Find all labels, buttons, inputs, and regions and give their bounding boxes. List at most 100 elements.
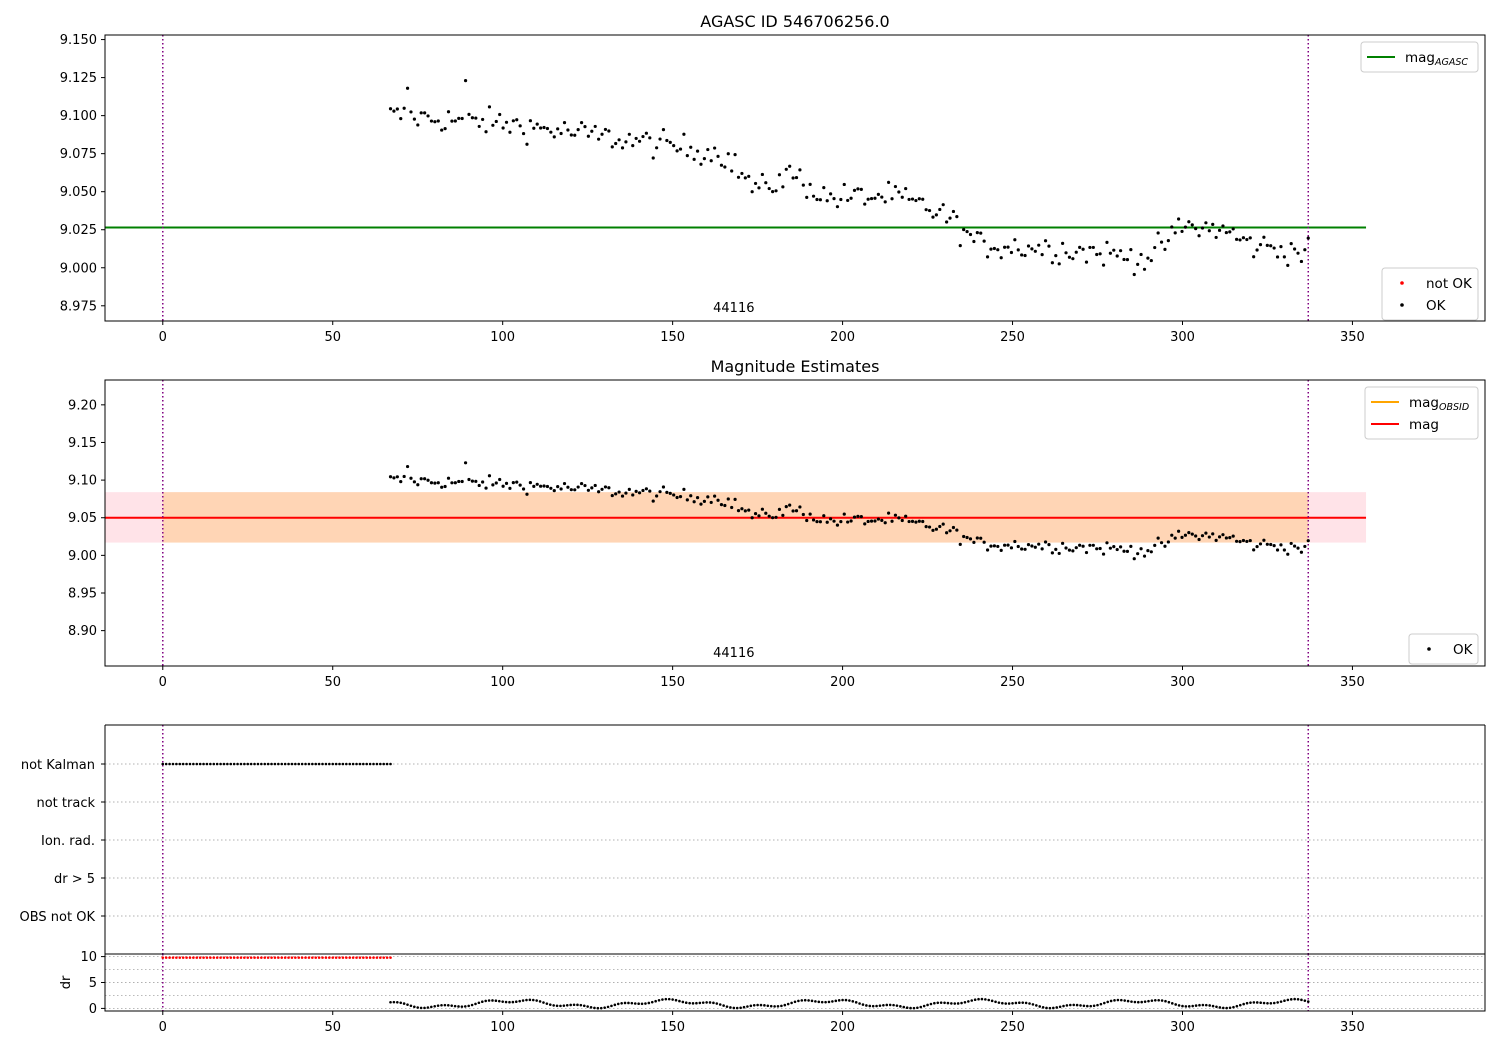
not-kalman-point	[362, 762, 365, 766]
dr-ok-point	[837, 999, 841, 1002]
dr-ok-point	[1089, 1004, 1093, 1008]
ok-point	[951, 209, 956, 214]
dr-not-ok-point	[375, 956, 379, 959]
ok-point	[1293, 247, 1297, 251]
dr-ok-point	[453, 1004, 457, 1008]
not-kalman-point	[202, 762, 205, 766]
ok-point	[1293, 544, 1297, 548]
ok-point	[859, 514, 863, 519]
dr-not-ok-point	[226, 956, 229, 959]
ok-point	[661, 485, 666, 489]
dr-ok-point	[1045, 1006, 1048, 1010]
ok-point	[1248, 538, 1252, 543]
magnitude-estimates-panel: Magnitude Estimates 44116 0 50 100 150 200 250 3…	[68, 357, 1486, 690]
ok-point	[842, 182, 846, 187]
dr-not-ok-point	[229, 956, 233, 959]
ok-point	[1061, 241, 1065, 246]
ok-point	[1180, 229, 1184, 234]
dr-ok-point	[786, 1002, 790, 1006]
ok-point	[552, 489, 556, 493]
ok-point	[914, 520, 918, 524]
dr-ok-point	[681, 1000, 685, 1004]
ok-point	[620, 494, 625, 498]
ok-point	[593, 124, 597, 129]
ok-point	[395, 107, 399, 111]
ok-point	[958, 244, 962, 248]
ok-point	[1088, 245, 1092, 250]
panel0-bottom-legend-label-main: OK	[1426, 298, 1447, 314]
ok-point	[750, 190, 754, 194]
dr-ok-point	[1262, 1001, 1266, 1005]
ok-point	[736, 175, 741, 179]
not-kalman-point	[232, 762, 236, 766]
ok-point	[965, 229, 969, 234]
ok-point	[719, 163, 724, 167]
ok-point	[883, 521, 887, 525]
panel0-bottom-legend-label: OK	[1426, 298, 1447, 314]
ok-point	[556, 485, 560, 489]
dr-ok-point	[943, 1001, 946, 1005]
ok-point	[702, 157, 706, 161]
dr-ok-point	[708, 1001, 712, 1004]
ok-point	[508, 130, 512, 134]
flag-label: OBS not OK	[20, 910, 96, 925]
ok-point	[651, 156, 655, 160]
ok-point	[1153, 543, 1157, 547]
dr-ok-point	[1245, 1001, 1249, 1005]
not-kalman-point	[253, 762, 256, 766]
dr-ok-point	[1198, 1003, 1201, 1007]
dr-not-ok-point	[192, 956, 195, 959]
dr-not-ok-point	[185, 956, 188, 959]
ok-point	[1146, 256, 1150, 260]
ok-point	[771, 189, 775, 194]
ok-point	[941, 522, 945, 526]
dr-ok-point	[1184, 1005, 1188, 1008]
ok-point	[481, 117, 485, 122]
ok-point	[525, 142, 529, 146]
ok-point	[798, 505, 802, 509]
ok-point	[1269, 244, 1273, 248]
dr-ok-point	[735, 1006, 739, 1010]
not-kalman-point	[372, 762, 375, 766]
dr-ok-point	[525, 998, 528, 1002]
ok-point	[1197, 537, 1201, 542]
flag-label: Ion. rad.	[41, 834, 95, 849]
dr-ok-point	[980, 997, 984, 1001]
ok-point	[972, 540, 976, 544]
dr-ok-point	[1126, 999, 1130, 1003]
ok-point	[644, 487, 648, 491]
ok-point	[446, 110, 451, 114]
dr-ok-point	[895, 1004, 899, 1007]
ok-point	[890, 519, 894, 523]
panel0-bottom-legend-label-main: not OK	[1426, 276, 1473, 292]
dr-ok-point	[436, 1004, 440, 1007]
ok-point	[429, 481, 434, 485]
panel0-bottom-legend-swatch	[1400, 303, 1404, 307]
ok-point	[504, 120, 509, 124]
panel1-bottom-legend-swatch	[1427, 647, 1431, 651]
dr-ok-point	[688, 1001, 691, 1005]
dr-ok-point	[909, 1006, 912, 1010]
panel3-xtick-label: 0	[159, 1020, 167, 1035]
panel1-ytick-label: 9.20	[68, 398, 97, 413]
ok-point	[1224, 230, 1228, 235]
dr-ok-point	[963, 1001, 967, 1004]
dr-ok-point	[555, 1004, 559, 1008]
ok-point	[723, 165, 727, 169]
ok-point	[975, 231, 979, 235]
dr-not-ok-point	[266, 956, 270, 959]
ok-point	[730, 505, 734, 510]
dr-ok-point	[552, 1004, 555, 1007]
dr-ok-point	[637, 1002, 640, 1006]
dr-not-ok-point	[283, 956, 287, 959]
ok-point	[1221, 533, 1225, 537]
ok-point	[552, 135, 556, 139]
dr-ok-point	[718, 1003, 722, 1006]
ok-point	[1020, 253, 1024, 257]
ok-point	[1200, 226, 1205, 230]
ok-point	[637, 139, 642, 143]
dr-not-ok-point	[188, 956, 192, 959]
ok-point	[477, 483, 481, 488]
ok-point	[498, 477, 502, 482]
ok-point	[1275, 255, 1280, 259]
